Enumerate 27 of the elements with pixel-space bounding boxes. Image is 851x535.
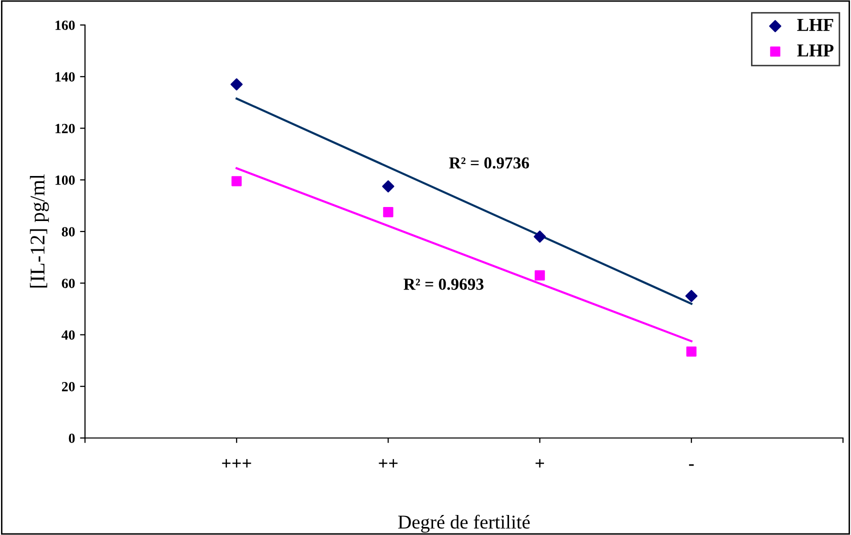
y-tick-label: 40	[62, 330, 75, 340]
point	[534, 230, 546, 243]
y-tick-label: 100	[56, 175, 75, 185]
y-tick-label: 20	[62, 382, 75, 392]
point	[230, 78, 243, 90]
legend-label: LHF	[797, 19, 834, 31]
y-tick-label: 0	[68, 434, 75, 443]
y-axis-title: [IL-12] pg/ml	[30, 174, 49, 288]
point	[686, 346, 696, 357]
y-tick-label: 140	[56, 72, 75, 82]
y-tick-label: 120	[56, 124, 75, 134]
point	[383, 207, 394, 218]
legend-label: LHP	[797, 44, 834, 56]
x-tick-label: ++	[378, 459, 398, 468]
x-tick-label: +++	[222, 459, 252, 468]
x-tick-label: +	[536, 459, 544, 468]
x-tick-label: -	[689, 464, 694, 466]
annotation: R² = 0.9736	[449, 157, 530, 169]
y-tick-label: 60	[62, 278, 75, 288]
point	[685, 290, 698, 302]
y-tick-label: 160	[56, 20, 75, 30]
y-tick-label: 80	[62, 227, 75, 236]
x-axis-title: Degré de fertilité	[398, 514, 530, 533]
point	[232, 176, 242, 186]
annotation: R² = 0.9693	[404, 278, 484, 290]
point	[382, 180, 394, 192]
point	[534, 270, 545, 280]
